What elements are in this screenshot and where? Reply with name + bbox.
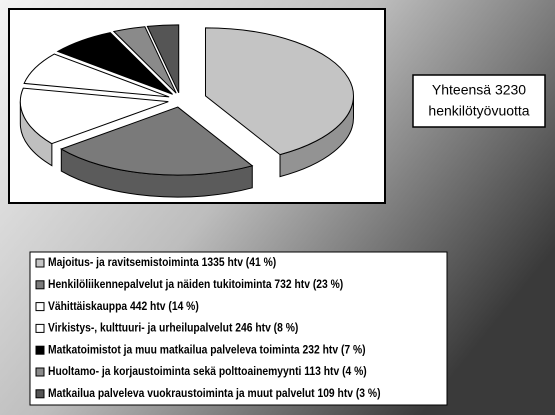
legend-swatch <box>35 345 45 355</box>
slice <box>146 24 180 94</box>
legend-label: Huoltamo- ja korjaustoiminta sekä poltto… <box>48 366 367 379</box>
legend-swatch <box>35 258 45 268</box>
legend: Majoitus- ja ravitsemistoiminta 1335 htv… <box>35 257 381 400</box>
legend-swatch <box>35 389 45 399</box>
slice <box>112 26 177 94</box>
legend-label: Matkailua palveleva vuokraustoiminta ja … <box>48 387 381 400</box>
legend-box <box>29 251 448 406</box>
slice <box>60 106 254 176</box>
slice <box>204 27 354 156</box>
pie <box>19 24 354 198</box>
slice-side-shade <box>280 95 354 177</box>
slice <box>23 53 170 98</box>
total-line: Yhteensä 3230 <box>432 82 526 98</box>
legend-swatch <box>35 302 45 312</box>
slice <box>56 32 173 95</box>
legend-label: Majoitus- ja ravitsemistoiminta 1335 htv… <box>48 257 276 270</box>
legend-label: Henkilöliikennepalvelut ja näiden tukito… <box>48 278 343 291</box>
slice-side-shade <box>61 149 253 198</box>
total-box <box>412 74 546 128</box>
legend-label: Matkatoimistot ja muu matkailua palvelev… <box>48 344 366 357</box>
legend-swatch <box>35 367 45 377</box>
legend-label: Virkistys-, kulttuuri- ja urheilupalvelu… <box>48 322 299 335</box>
slice <box>19 87 169 145</box>
slice-side-shade <box>20 101 52 166</box>
legend-label: Vähittäiskauppa 442 htv (14 %) <box>48 300 199 313</box>
legend-swatch <box>35 323 45 333</box>
total-line: henkilötyövuotta <box>428 103 529 119</box>
legend-swatch <box>35 280 45 290</box>
